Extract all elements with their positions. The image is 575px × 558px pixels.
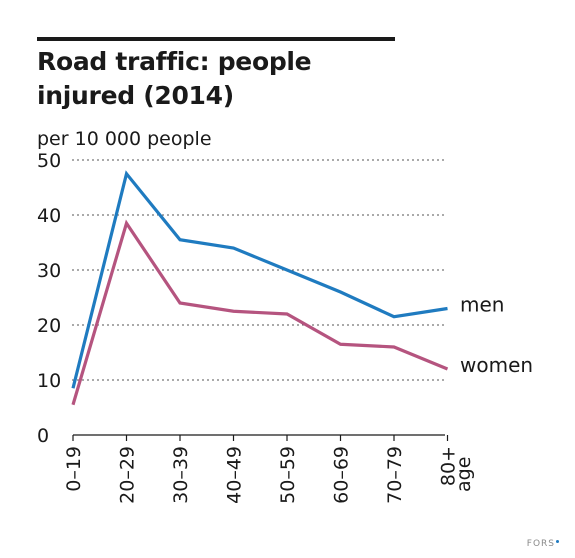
chart-title: Road traffic: people injured (2014) [37, 47, 312, 110]
source-credit: FORS [527, 539, 559, 549]
y-tick-labels: 0 10 20 30 40 50 [37, 150, 61, 447]
series-label-women: women [460, 353, 533, 377]
y-tick-label: 50 [37, 150, 61, 172]
series-line-men [71, 170, 448, 389]
series-labels: men women [460, 293, 533, 378]
x-tick-label: 30–39 [170, 446, 192, 504]
series-label-men: men [460, 293, 504, 317]
x-tick-label: 70–79 [384, 446, 406, 504]
x-axis-title: age [453, 457, 475, 492]
series-line-women [71, 219, 449, 406]
credit-text: FORS [526, 539, 555, 549]
x-tick-label: 80+ [438, 446, 460, 486]
gridlines [72, 159, 445, 381]
x-tick-label: 20–29 [117, 446, 139, 504]
y-axis-unit-label: per 10 000 people [37, 128, 212, 150]
y-tick-label: 40 [37, 205, 61, 227]
credit-dot-icon [556, 540, 559, 543]
x-tick-label: 60–69 [331, 446, 353, 504]
x-axis [72, 434, 449, 441]
series-lines [71, 170, 449, 406]
x-tick-label: 50–59 [277, 446, 299, 504]
y-tick-label: 10 [37, 370, 61, 392]
x-tick-label: 0–19 [63, 446, 85, 492]
y-tick-label: 20 [37, 315, 61, 337]
x-tick-label: 40–49 [224, 446, 246, 504]
y-tick-label: 30 [37, 260, 61, 282]
y-tick-label: 0 [37, 425, 49, 447]
title-rule [37, 37, 395, 41]
x-tick-labels: 0–19 20–29 30–39 40–49 50–59 60–69 70–79 80+ [63, 446, 460, 504]
